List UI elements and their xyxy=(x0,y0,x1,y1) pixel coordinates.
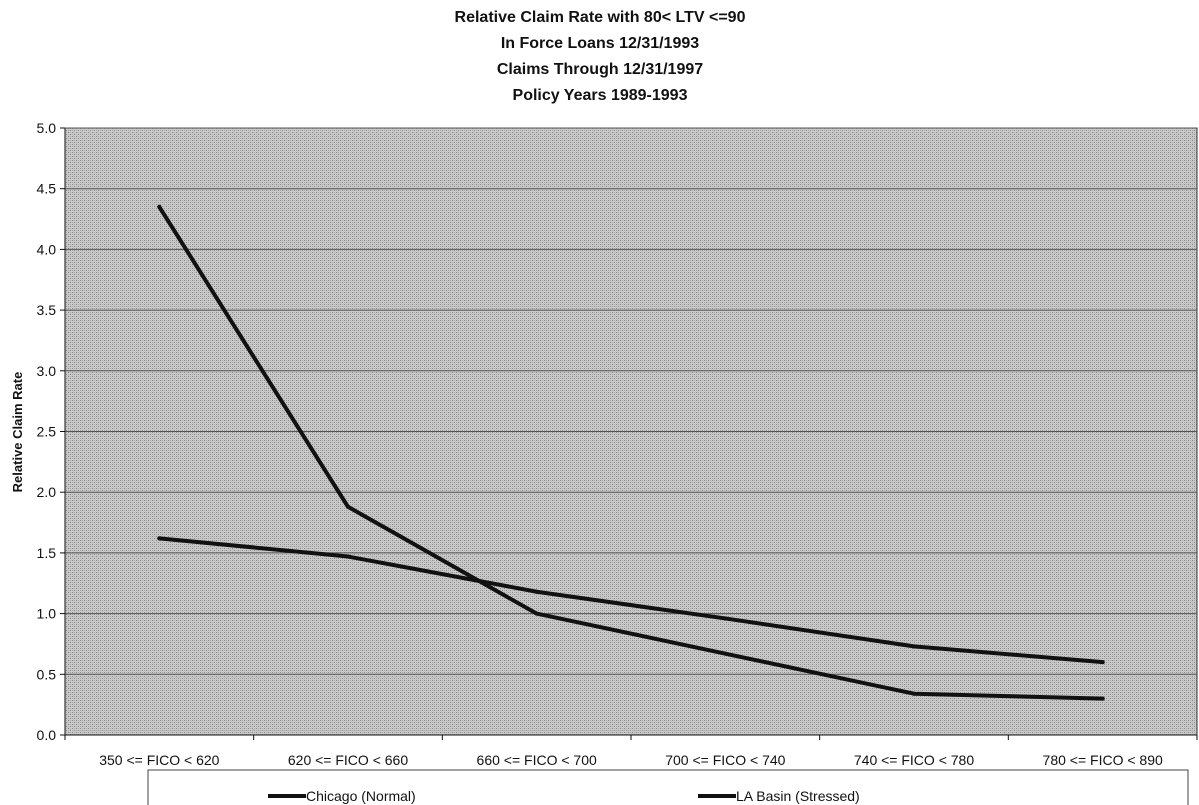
series-1-point xyxy=(1100,660,1105,665)
x-tick-label: 350 <= FICO < 620 xyxy=(99,752,219,768)
y-tick-label: 3.0 xyxy=(37,363,57,379)
y-axis-label: Relative Claim Rate xyxy=(10,372,25,493)
x-tick-label: 780 <= FICO < 890 xyxy=(1043,752,1163,768)
y-tick-label: 2.0 xyxy=(37,484,57,500)
gridlines xyxy=(65,127,1197,675)
x-tick-label: 740 <= FICO < 780 xyxy=(854,752,974,768)
x-axis-ticks: 350 <= FICO < 620 620 <= FICO < 660 660 <=… xyxy=(64,735,1198,768)
y-tick-label: 0.5 xyxy=(37,666,57,682)
x-tick-label: 660 <= FICO < 700 xyxy=(477,752,597,768)
legend-box xyxy=(147,769,1189,805)
series-2-point xyxy=(1100,696,1105,701)
legend-label-1: Chicago (Normal) xyxy=(306,788,416,804)
series-2-point xyxy=(912,691,916,696)
x-tick-label: 620 <= FICO < 660 xyxy=(288,752,408,768)
series-lines xyxy=(157,204,1105,701)
y-tick-label: 3.5 xyxy=(37,302,57,318)
series-2-point xyxy=(534,611,539,616)
series-line-2 xyxy=(157,204,1105,701)
series-1-point xyxy=(157,536,162,541)
chart-title-line-3: Claims Through 12/31/1997 xyxy=(497,61,703,78)
y-tick-label: 4.5 xyxy=(37,181,57,197)
y-tick-label: 2.5 xyxy=(37,424,57,440)
chart-title-line-1: Relative Claim Rate with 80< LTV <=90 xyxy=(455,9,746,26)
y-tick-label: 1.0 xyxy=(37,606,57,622)
x-tick-label: 700 <= FICO < 740 xyxy=(665,752,785,768)
y-axis-ticks: 0.0 0.5 1.0 1.5 2.0 2.5 3.0 3.5 4.0 4.5 5.0 xyxy=(37,120,65,743)
legend-label-2: LA Basin (Stressed) xyxy=(736,788,860,804)
series-2-point xyxy=(157,204,162,209)
y-tick-label: 5.0 xyxy=(37,120,57,136)
series-2-point xyxy=(723,651,728,656)
y-tick-label: 0.0 xyxy=(37,727,57,743)
y-tick-label: 4.0 xyxy=(37,241,57,257)
series-1-point xyxy=(534,589,539,594)
y-tick-label: 1.5 xyxy=(37,545,57,561)
series-1-point xyxy=(912,644,916,649)
series-2-point xyxy=(346,504,350,509)
series-line-1 xyxy=(157,536,1105,665)
chart-title-line-2: In Force Loans 12/31/1993 xyxy=(501,35,699,52)
series-1-point xyxy=(723,616,728,621)
chart-title-line-4: Policy Years 1989-1993 xyxy=(513,87,688,104)
series-1-point xyxy=(346,554,350,559)
legend: Chicago (Normal) LA Basin (Stressed) xyxy=(268,788,860,804)
